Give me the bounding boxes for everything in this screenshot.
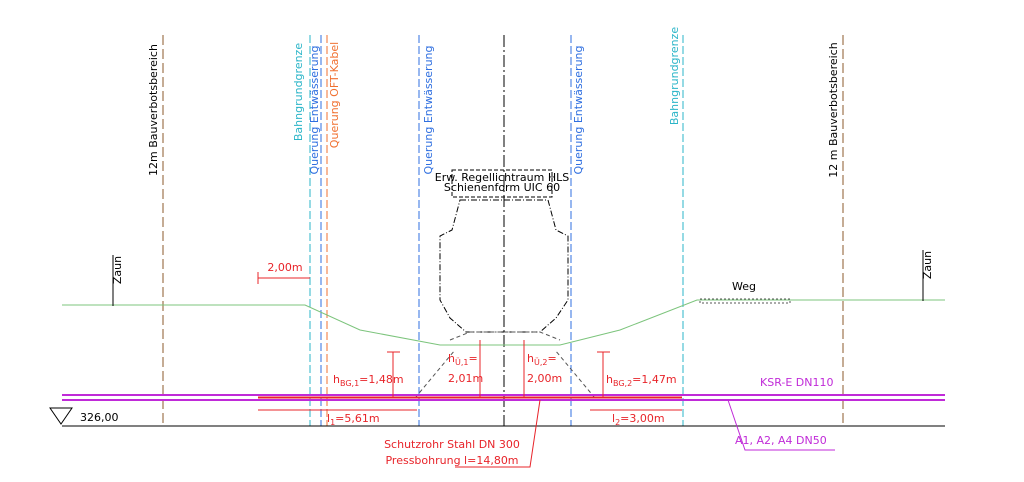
terrain: [62, 299, 945, 346]
casing-label: Schutzrohr Stahl DN 300: [384, 438, 520, 451]
labels: 12m Bauverbotsbereich 12 m Bauverbotsber…: [80, 27, 934, 467]
casing-label: Pressbohrung l=14,80m: [385, 454, 518, 467]
fence-label: Zaun: [111, 256, 124, 284]
pipe-label: A1, A2, A4 DN50: [735, 434, 827, 447]
leader: [727, 399, 835, 451]
elevation-marker: [49, 407, 73, 425]
profile-label: Schienenform UIC 60: [444, 181, 560, 194]
path-surface: [699, 298, 791, 304]
dimension-label: 2,00m: [527, 372, 562, 385]
cable-label: Querung OFT-Kabel: [328, 42, 341, 148]
dimension-label: 2,00m: [267, 261, 302, 274]
path-label: Weg: [732, 280, 756, 293]
fence-label: Zaun: [921, 251, 934, 279]
profile-label: Erw. Regellichtraum HLS: [435, 171, 569, 184]
dimension-label: l2=3,00m: [612, 412, 665, 427]
elevation-label: 326,00: [80, 411, 119, 424]
profile-label-box: [451, 169, 553, 198]
boundary-label: Bahngrundgrenze: [668, 27, 681, 125]
limit-label: 12 m Bauverbotsbereich: [827, 42, 840, 177]
dimension-label: hBG,1=1,48m: [333, 373, 404, 388]
dimension-label: hBG,2=1,47m: [606, 373, 677, 388]
dimension-label: hÜ,2=: [527, 352, 557, 367]
track-bed: [414, 331, 596, 399]
crossing-label: Querung Entwässerung: [422, 46, 435, 175]
dimension-label: hÜ,1=: [448, 352, 478, 367]
crossing-label: Querung Entwässerung: [308, 46, 321, 175]
pipe-label: KSR-E DN110: [760, 376, 834, 389]
limit-label: 12m Bauverbotsbereich: [147, 44, 160, 176]
crossing-label: Querung Entwässerung: [572, 46, 585, 175]
boundary-label: Bahngrundgrenze: [292, 43, 305, 141]
lines: [49, 35, 945, 468]
dimension-label: l1=5,61m: [327, 412, 380, 427]
dimension-label: 2,01m: [448, 372, 483, 385]
dimensions: [257, 272, 682, 468]
